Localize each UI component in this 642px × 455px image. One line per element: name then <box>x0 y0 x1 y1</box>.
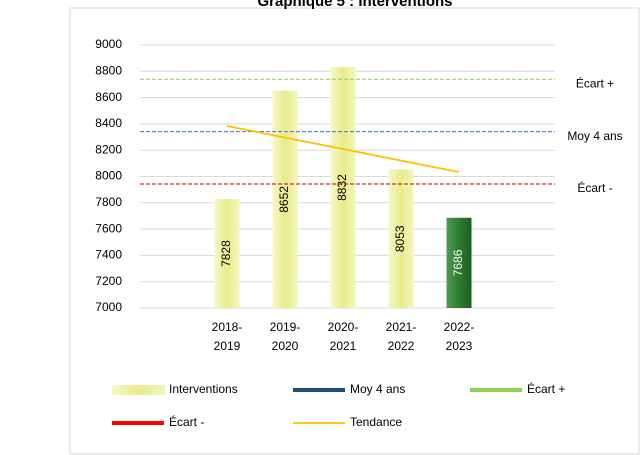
legend-label: Moy 4 ans <box>350 382 405 396</box>
reference-label: Écart - <box>577 180 612 195</box>
data-label: 8053 <box>393 225 407 252</box>
bar <box>446 217 472 308</box>
legend-label: Interventions <box>169 382 238 396</box>
trend-line <box>226 125 460 173</box>
legend-label: Tendance <box>350 415 402 429</box>
y-tick-label: 8000 <box>95 169 122 183</box>
x-tick-label: 2018-2019 <box>212 320 243 353</box>
y-tick-label: 8400 <box>95 116 122 130</box>
data-label: 7828 <box>219 240 233 267</box>
y-tick-label: 7400 <box>95 248 122 262</box>
x-tick-label: 2019-2020 <box>270 320 301 353</box>
y-tick-label: 7800 <box>95 195 122 209</box>
x-tick-label: 2022-2023 <box>444 320 475 353</box>
x-tick-label: 2020-2021 <box>328 320 359 353</box>
reference-label: Moy 4 ans <box>567 129 622 143</box>
y-tick-label: 7000 <box>95 300 122 314</box>
y-tick-label: 8200 <box>95 142 122 156</box>
data-label: 8832 <box>335 174 349 201</box>
bar <box>330 67 356 308</box>
bar <box>214 199 240 308</box>
data-label: 7686 <box>451 249 465 276</box>
legend-label: Écart + <box>527 381 565 396</box>
y-tick-label: 9000 <box>95 37 122 51</box>
x-tick-label: 2021-2022 <box>386 320 417 353</box>
y-tick-label: 8600 <box>95 90 122 104</box>
legend-swatch <box>112 385 165 395</box>
reference-label: Écart + <box>576 75 614 90</box>
y-tick-label: 7200 <box>95 274 122 288</box>
y-tick-label: 8800 <box>95 63 122 77</box>
bar <box>272 90 298 309</box>
data-label: 8652 <box>277 186 291 213</box>
chart-title: Graphique 5 : Interventions <box>257 0 452 10</box>
y-tick-label: 7600 <box>95 221 122 235</box>
bar <box>388 169 414 308</box>
legend-label: Écart - <box>169 414 204 429</box>
